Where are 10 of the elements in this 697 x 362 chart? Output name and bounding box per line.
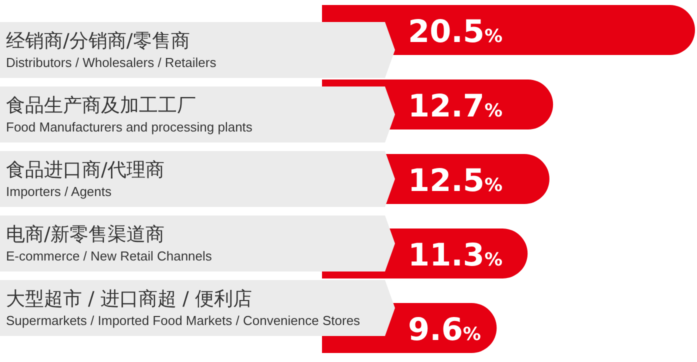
- y-tick-label: 大型超市 / 进口商超 / 便利店 Supermarkets / Imported Food Markets / Convenience Stores: [6, 288, 361, 328]
- data-label: 20.5%: [408, 14, 503, 50]
- data-label: 11.3%: [408, 238, 503, 274]
- y-tick-label: 食品生产商及加工工厂 Food Manufacturers and processing plants: [6, 94, 253, 134]
- y-tick-label: 经销商/分销商/零售商 Distributors / Wholesalers / Retailers: [6, 30, 217, 70]
- data-label: 12.7%: [408, 88, 503, 124]
- y-tick-label: 食品进口商/代理商 Importers / Agents: [6, 159, 164, 199]
- data-label: 12.5%: [408, 163, 503, 199]
- y-tick-label: 电商/新零售渠道商 E-commerce / New Retail Channels: [6, 224, 212, 264]
- data-label: 9.6%: [408, 312, 481, 348]
